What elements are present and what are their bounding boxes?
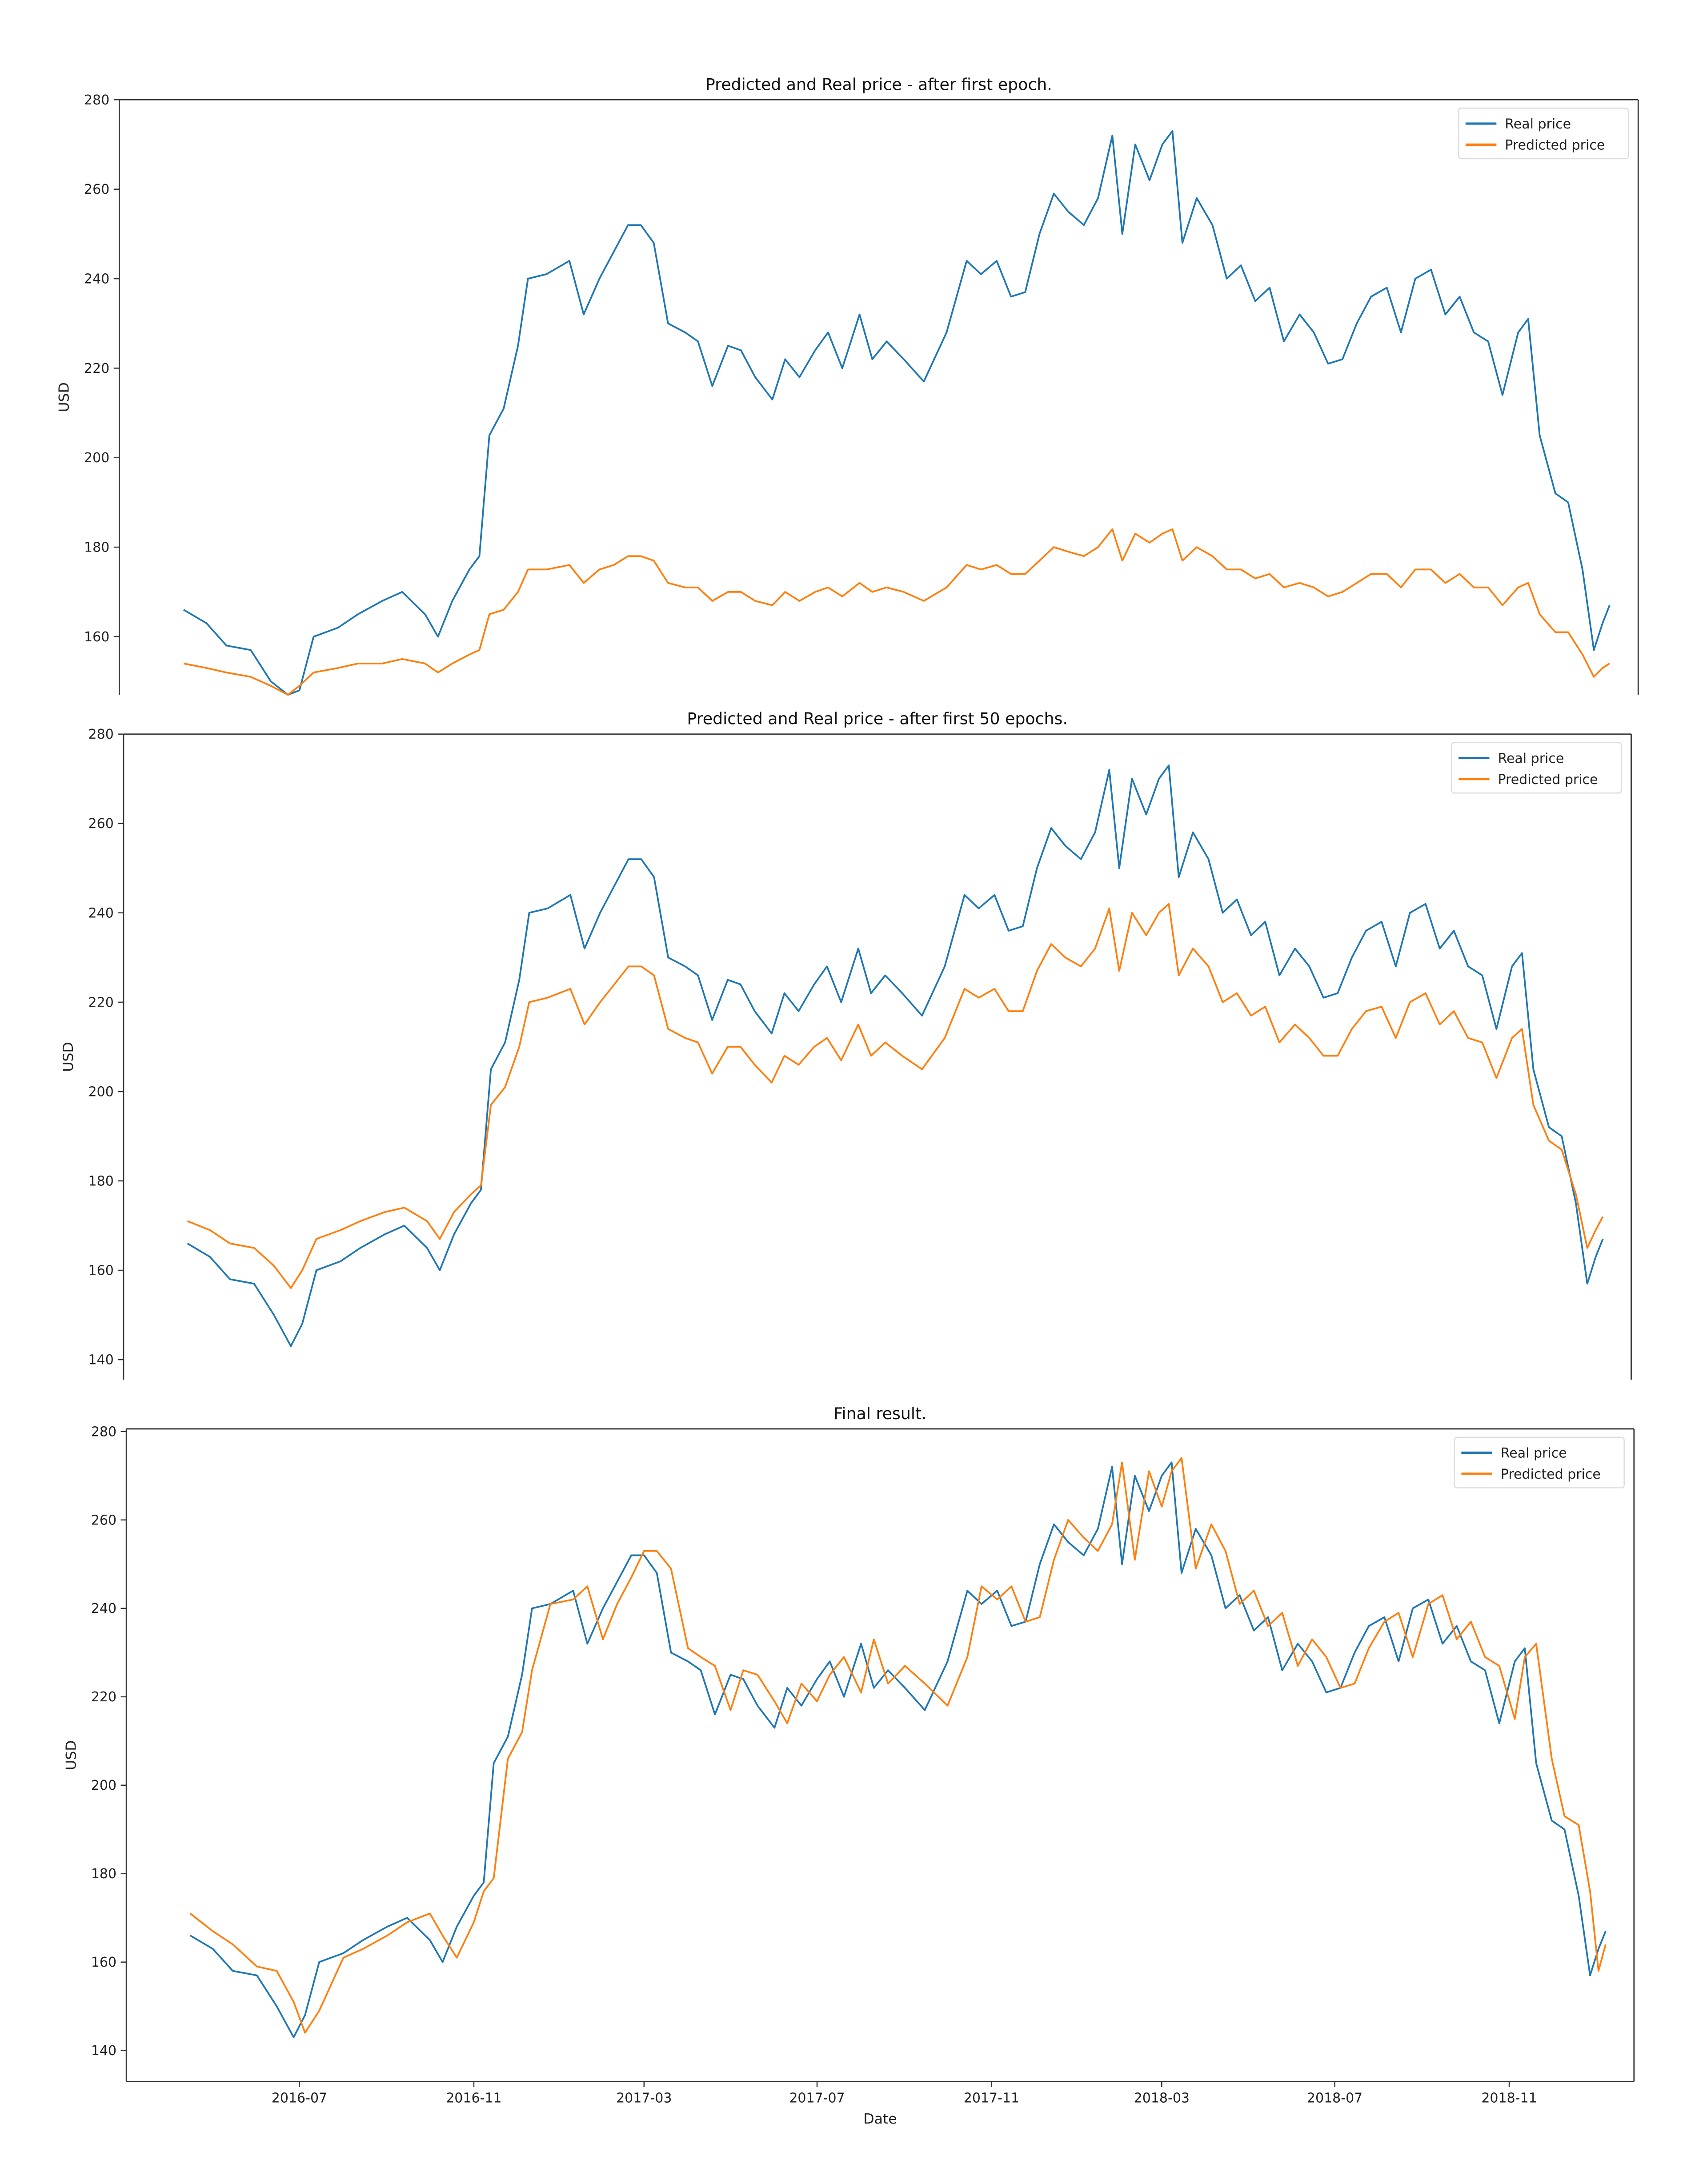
y-axis-label: USD bbox=[64, 1740, 80, 1770]
predicted-price-line bbox=[183, 528, 1610, 696]
y-tick-label: 200 bbox=[84, 450, 109, 466]
legend-real-label: Real price bbox=[1505, 116, 1571, 132]
x-tick-label: 2017-11 bbox=[964, 2091, 1019, 2106]
y-tick-label: 140 bbox=[88, 1352, 114, 1368]
real-price-line bbox=[183, 130, 1611, 696]
y-tick-label: 220 bbox=[88, 995, 114, 1010]
real-price-line bbox=[189, 1461, 1607, 2038]
y-tick-label: 280 bbox=[88, 727, 114, 742]
y-tick-label: 260 bbox=[84, 182, 109, 197]
legend-predicted-label: Predicted price bbox=[1501, 1467, 1601, 1482]
y-tick-label: 160 bbox=[88, 1263, 114, 1278]
y-tick-label: 260 bbox=[91, 1512, 116, 1528]
y-tick-label: 140 bbox=[91, 2043, 116, 2059]
y-tick-label: 240 bbox=[88, 905, 114, 921]
y-tick-label: 180 bbox=[88, 1173, 114, 1189]
y-tick-label: 180 bbox=[91, 1866, 116, 1882]
chart-title: Predicted and Real price - after first e… bbox=[705, 75, 1052, 94]
predicted-price-line bbox=[189, 1457, 1607, 2034]
y-tick-label: 280 bbox=[84, 92, 109, 108]
y-axis-label: USD bbox=[60, 1042, 76, 1072]
x-tick-label: 2018-03 bbox=[1134, 2091, 1190, 2106]
y-tick-label: 240 bbox=[84, 271, 109, 287]
x-axis-label: Date bbox=[863, 2111, 897, 2127]
y-tick-label: 240 bbox=[91, 1601, 116, 1616]
legend-box bbox=[1451, 742, 1622, 794]
x-tick-label: 2018-07 bbox=[1307, 2091, 1362, 2106]
legend-box bbox=[1458, 108, 1629, 160]
x-tick-label: 2016-11 bbox=[446, 2091, 501, 2106]
legend: Real price Predicted price bbox=[1458, 108, 1629, 160]
y-tick-label: 180 bbox=[84, 540, 109, 556]
legend-predicted-label: Predicted price bbox=[1505, 137, 1605, 153]
legend-real-label: Real price bbox=[1498, 751, 1564, 766]
predicted-price-line bbox=[187, 903, 1604, 1289]
chart-title: Predicted and Real price - after first 5… bbox=[687, 709, 1068, 728]
y-tick-label: 220 bbox=[91, 1689, 116, 1705]
legend-box bbox=[1454, 1436, 1625, 1488]
legend: Real price Predicted price bbox=[1451, 742, 1622, 794]
x-tick-label: 2016-07 bbox=[272, 2091, 327, 2106]
legend-real-label: Real price bbox=[1501, 1446, 1567, 1461]
y-tick-label: 160 bbox=[84, 629, 109, 645]
legend: Real price Predicted price bbox=[1454, 1436, 1625, 1488]
x-tick-label: 2017-07 bbox=[789, 2091, 845, 2106]
chart-title: Final result. bbox=[833, 1404, 926, 1423]
y-tick-label: 260 bbox=[88, 816, 114, 832]
y-axis-label: USD bbox=[56, 382, 72, 412]
x-tick-label: 2017-03 bbox=[616, 2091, 672, 2106]
x-tick-label: 2018-11 bbox=[1481, 2091, 1537, 2106]
y-tick-label: 220 bbox=[84, 361, 109, 376]
y-tick-label: 200 bbox=[91, 1778, 116, 1793]
real-price-line bbox=[187, 764, 1604, 1347]
legend-predicted-label: Predicted price bbox=[1498, 772, 1598, 788]
y-tick-label: 200 bbox=[88, 1084, 114, 1100]
chart-2: 140 160 180 200 220 240 260 280 USD Predicted and… bbox=[60, 709, 1632, 1380]
y-tick-label: 280 bbox=[91, 1424, 116, 1440]
chart-1: 160 180 200 220 240 260 280 USD Predicted and Re… bbox=[56, 75, 1639, 696]
chart-3: 140 160 180 200 220 240 260 280 2016-07 2016-11 20… bbox=[64, 1404, 1635, 2127]
y-tick-label: 160 bbox=[91, 1955, 116, 1970]
